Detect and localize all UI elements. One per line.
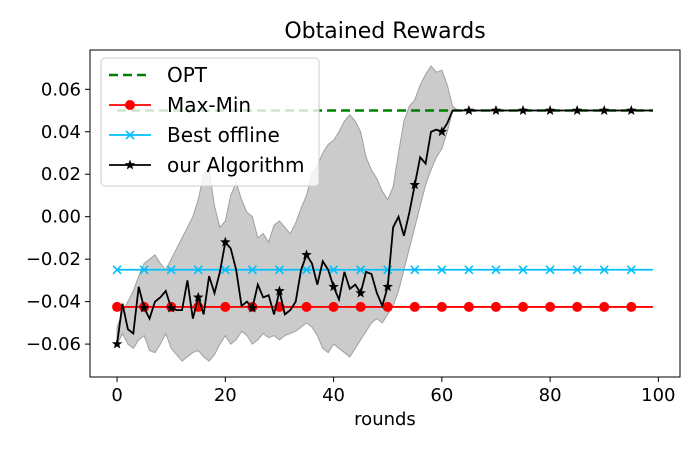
data-point — [166, 265, 176, 275]
data-point — [409, 301, 420, 312]
data-point — [112, 265, 122, 275]
data-point — [436, 301, 447, 312]
data-point — [111, 338, 123, 349]
data-point — [598, 105, 610, 115]
x-axis: 0 20 40 60 80 100 — [111, 377, 676, 406]
data-point — [355, 287, 366, 298]
legend-marker — [125, 100, 135, 110]
y-tick-label: 0.04 — [41, 122, 81, 143]
data-point — [193, 291, 204, 302]
data-point — [328, 281, 339, 292]
data-point — [247, 302, 258, 313]
x-tick-label: 100 — [641, 385, 675, 406]
data-point — [410, 265, 420, 275]
x-tick-label: 40 — [322, 385, 345, 406]
x-tick-label: 60 — [430, 385, 453, 406]
data-point — [274, 285, 285, 296]
data-point — [112, 301, 123, 312]
y-tick-label: −0.06 — [26, 334, 81, 355]
data-point — [518, 265, 528, 275]
data-point — [463, 301, 474, 312]
data-point — [382, 301, 393, 312]
y-tick-label: 0.02 — [41, 164, 81, 185]
data-point — [545, 265, 555, 275]
data-point — [491, 265, 501, 275]
legend-item-best-offline: Best offline — [109, 123, 280, 147]
data-point — [599, 265, 609, 275]
plot-frame — [89, 49, 681, 378]
data-point — [518, 301, 529, 312]
x-tick-label: 80 — [539, 385, 562, 406]
data-point — [626, 301, 637, 312]
data-point — [463, 105, 475, 115]
data-point — [165, 302, 177, 313]
data-point — [572, 301, 583, 312]
x-axis-title: rounds — [354, 409, 416, 430]
series-our-algorithm — [111, 105, 653, 349]
data-point — [274, 265, 285, 275]
data-point — [490, 105, 502, 115]
data-point — [356, 265, 366, 275]
data-point — [545, 301, 556, 312]
y-tick-label: 0.06 — [41, 79, 81, 100]
data-point — [301, 301, 312, 312]
legend-label: Max-Min — [167, 93, 251, 117]
data-point — [490, 301, 501, 312]
series-line-our-algorithm — [116, 109, 653, 345]
x-tick-label: 0 — [111, 385, 122, 406]
data-point — [544, 105, 556, 115]
y-tick-label: −0.04 — [26, 292, 81, 313]
legend-label: our Algorithm — [167, 153, 304, 177]
legend-marker — [124, 159, 136, 170]
data-point — [329, 265, 339, 275]
data-point — [220, 301, 231, 312]
legend-label: OPT — [167, 63, 208, 87]
x-tick-label: 20 — [214, 385, 237, 406]
data-point — [382, 281, 393, 292]
legend-item-our-algorithm: our Algorithm — [109, 153, 304, 177]
data-point — [301, 249, 312, 260]
data-point — [409, 179, 420, 190]
data-point — [517, 105, 529, 115]
y-axis: −0.06 −0.04 −0.02 0.00 0.02 0.04 0.06 — [26, 79, 90, 355]
chart-title: Obtained Rewards — [284, 19, 485, 44]
data-point — [328, 301, 339, 312]
data-point — [220, 236, 231, 247]
y-tick-label: 0.00 — [41, 207, 81, 228]
legend-box — [100, 57, 320, 187]
legend: OPT Max-Min Best offline our Algorithm — [100, 57, 320, 187]
plot-area — [111, 65, 653, 362]
legend-item-opt: OPT — [109, 63, 208, 87]
legend-label: Best offline — [167, 123, 280, 147]
data-point — [626, 105, 637, 115]
data-point — [247, 265, 257, 275]
data-point — [436, 126, 448, 137]
data-point — [193, 265, 203, 275]
data-point — [437, 265, 447, 275]
legend-marker — [125, 130, 135, 140]
legend-item-max-min: Max-Min — [109, 93, 251, 117]
y-tick-label: −0.02 — [26, 249, 81, 270]
data-point — [355, 301, 366, 312]
data-point — [139, 265, 149, 275]
data-point — [138, 302, 150, 313]
data-point — [571, 105, 583, 115]
data-point — [572, 265, 582, 275]
data-point — [301, 265, 312, 275]
data-point — [220, 265, 230, 275]
data-point — [626, 265, 636, 275]
data-point — [599, 301, 610, 312]
series-best-offline — [112, 265, 653, 275]
data-point — [464, 265, 474, 275]
